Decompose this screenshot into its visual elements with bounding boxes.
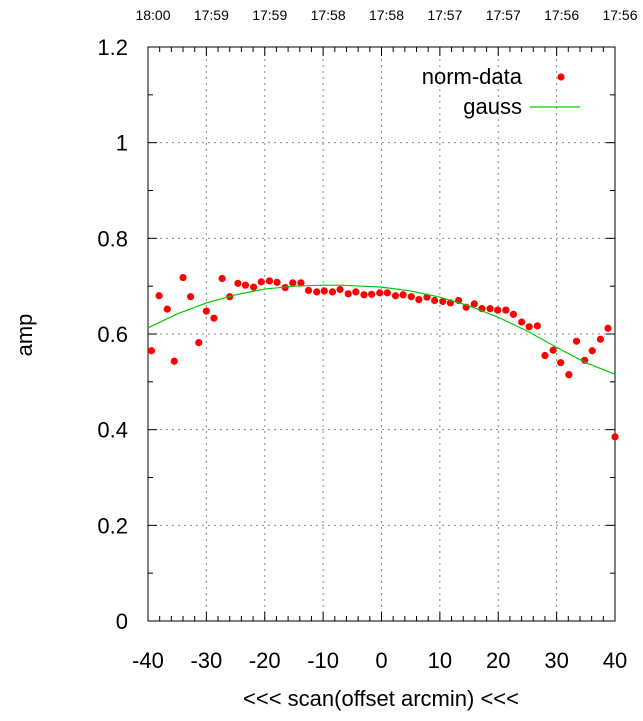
x-tick-label: 10 [428, 648, 452, 673]
series-layer [147, 273, 619, 441]
x-tick-label: 40 [603, 648, 627, 673]
data-point [163, 305, 171, 313]
data-point [565, 371, 573, 379]
data-point [549, 346, 557, 354]
data-point [541, 351, 549, 360]
data-point [352, 288, 360, 296]
data-point [250, 283, 258, 291]
time-tick-label: 17:56 [602, 7, 637, 23]
y-tick-label: 0 [116, 609, 128, 634]
x-tick-label: 20 [486, 648, 510, 673]
data-point [218, 274, 226, 283]
data-point [439, 297, 447, 306]
data-point [367, 290, 376, 298]
y-tick-label: 0.4 [97, 418, 128, 443]
data-point [486, 305, 494, 313]
data-point [179, 273, 187, 282]
data-point [518, 318, 526, 326]
data-point [407, 293, 415, 301]
data-point [431, 296, 439, 305]
grid [148, 47, 615, 621]
data-point [170, 357, 178, 365]
y-tick-label: 1 [116, 131, 128, 156]
data-point [328, 288, 337, 296]
legend-label: gauss [463, 94, 522, 119]
y-tick-label: 1.2 [97, 35, 128, 60]
data-point [525, 323, 533, 331]
data-point [257, 278, 265, 286]
legend-label: norm-data [422, 64, 523, 89]
data-point [336, 285, 344, 294]
legend: norm-data gauss [422, 64, 580, 119]
data-point [611, 433, 619, 441]
data-point [415, 295, 423, 304]
x-axis-label: <<< scan(offset arcmin) <<< [243, 686, 519, 711]
data-point [383, 289, 391, 297]
time-tick-label: 17:59 [252, 7, 287, 23]
data-point [313, 288, 321, 296]
data-point [210, 314, 218, 322]
data-point [155, 292, 163, 300]
data-point [187, 293, 195, 301]
y-tick-label: 0.8 [97, 226, 128, 251]
top-time-axis: 18:00 17:59 17:59 17:58 17:58 17:57 17:57 17:56… [135, 7, 637, 23]
time-tick-label: 17:56 [544, 7, 579, 23]
time-tick-label: 17:57 [486, 7, 521, 23]
data-point [241, 281, 250, 289]
x-tick-label: -40 [132, 648, 164, 673]
y-tick-label: 0.2 [97, 513, 128, 538]
data-point [470, 300, 478, 308]
data-point [195, 339, 203, 347]
data-point [399, 291, 407, 299]
data-point [297, 279, 305, 287]
data-point [572, 337, 581, 345]
x-tick-label: -20 [249, 648, 281, 673]
plot-frame [147, 46, 616, 622]
data-point [273, 278, 281, 286]
data-point [376, 289, 384, 297]
x-tick-label: 0 [375, 648, 387, 673]
data-point [604, 324, 612, 332]
data-point [147, 347, 156, 355]
axes: -40 -30 -20 -10 0 10 20 30 40 0 0.2 0.4 0.6 0.8 1 1.2 [97, 35, 627, 673]
time-tick-label: 17:58 [311, 7, 346, 23]
y-axis-label: amp [12, 314, 37, 357]
data-point [581, 356, 589, 364]
data-point [502, 306, 510, 314]
data-point [557, 359, 565, 367]
data-point [360, 291, 368, 299]
data-point [202, 307, 210, 315]
data-point [391, 292, 400, 300]
data-point [588, 347, 596, 355]
data-point [533, 322, 541, 330]
data-point [509, 310, 518, 318]
series-line-gauss [147, 284, 616, 375]
x-tick-label: 30 [544, 648, 568, 673]
time-tick-label: 18:00 [135, 7, 170, 23]
data-point [344, 290, 352, 298]
x-tick-label: -10 [307, 648, 339, 673]
legend-point-swatch [557, 73, 565, 81]
data-point [234, 279, 242, 287]
data-point [289, 279, 297, 287]
x-tick-label: -30 [190, 648, 222, 673]
data-point [265, 277, 274, 285]
time-tick-label: 17:58 [369, 7, 404, 23]
y-tick-label: 0.6 [97, 322, 128, 347]
data-point [596, 335, 605, 343]
data-point [320, 287, 328, 295]
data-point [304, 286, 313, 295]
data-point [494, 306, 502, 314]
time-tick-label: 17:57 [427, 7, 462, 23]
time-tick-label: 17:59 [194, 7, 229, 23]
